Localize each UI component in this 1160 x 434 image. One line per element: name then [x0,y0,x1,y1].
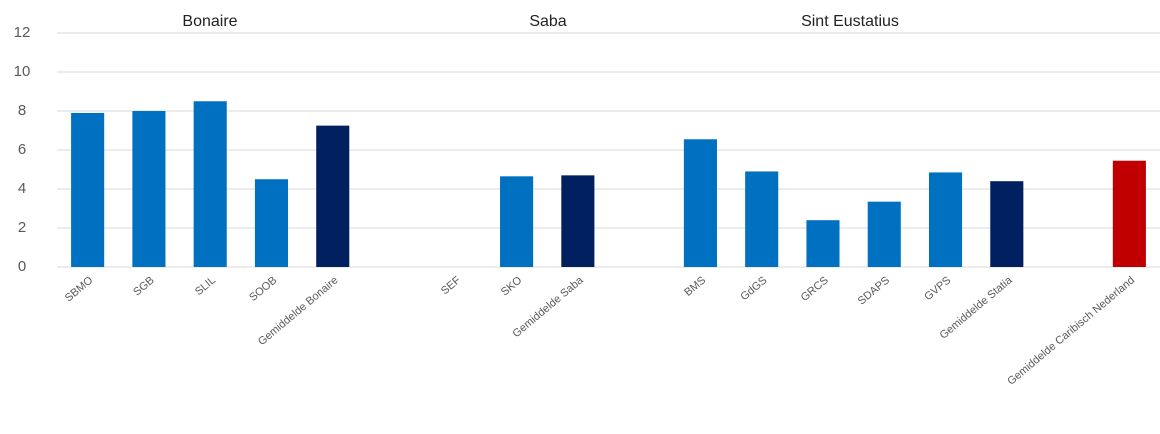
bar [745,171,779,267]
bar [254,179,289,267]
bar [928,172,963,267]
bar [500,176,534,267]
group-label: Saba [529,13,566,30]
group-label: Bonaire [182,13,237,30]
bar [71,112,105,267]
bar [193,101,227,267]
x-tick-label: SOOB [247,274,279,304]
bar [561,175,595,267]
bar [1112,160,1146,267]
x-tick-label: GVPS [922,274,953,303]
x-tick-label: SKO [499,274,525,298]
bar [316,125,350,267]
x-tick-label: SDAPS [856,274,892,307]
bar [867,201,901,267]
y-tick-label: 2 [18,219,26,236]
x-tick-label: GRCS [799,274,831,304]
x-tick-label: SEF [439,274,463,297]
x-tick-label: SLIL [193,274,218,298]
y-tick-label: 8 [18,102,26,119]
y-tick-label: 10 [14,63,31,80]
x-tick-label: SGB [131,274,157,298]
y-tick-label: 12 [14,24,31,41]
bar [683,139,717,267]
y-tick-label: 0 [18,258,26,275]
bar [132,111,166,267]
bar [806,220,840,267]
x-tick-label: BMS [682,274,708,299]
y-tick-label: 6 [18,141,26,158]
x-tick-label: Gemiddelde Caribisch Nederland [1005,274,1137,387]
group-label: Sint Eustatius [801,13,899,30]
bar [990,181,1024,267]
x-tick-label: SBMO [63,274,96,304]
x-tick-label: GdGS [738,274,769,303]
y-tick-label: 4 [18,180,26,197]
